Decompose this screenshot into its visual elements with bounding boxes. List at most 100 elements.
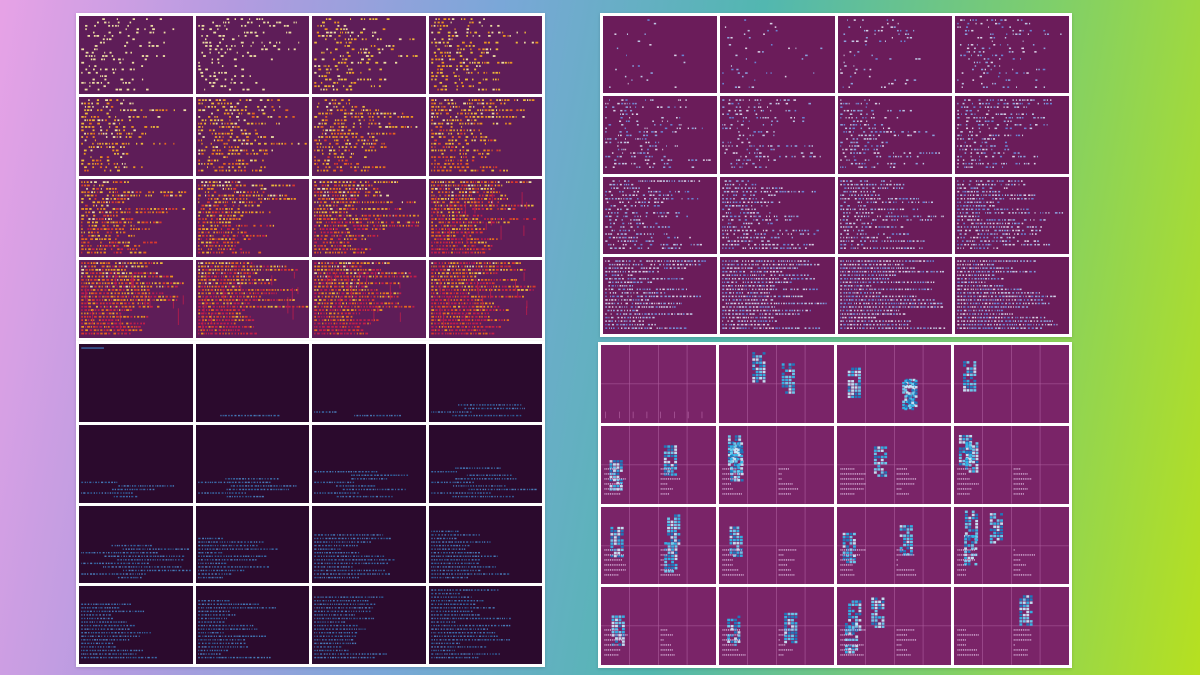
render-thumbnail xyxy=(718,506,834,585)
render-thumbnail xyxy=(601,506,716,585)
render-thumbnail xyxy=(836,506,952,585)
render-thumbnail xyxy=(79,16,193,95)
panel-dark-text-renders xyxy=(76,341,545,667)
thumbnail-canvas xyxy=(605,99,711,169)
thumbnail-canvas xyxy=(718,345,834,423)
render-thumbnail xyxy=(954,345,1069,423)
render-thumbnail xyxy=(718,587,834,665)
thumbnail-grid xyxy=(601,345,1069,665)
render-thumbnail xyxy=(312,16,426,95)
thumbnail-canvas xyxy=(197,18,299,91)
thumbnail-canvas xyxy=(954,345,1069,423)
render-thumbnail xyxy=(428,344,542,422)
thumbnail-canvas xyxy=(957,179,1063,249)
thumbnail-canvas xyxy=(601,506,716,585)
thumbnail-canvas xyxy=(197,477,296,498)
thumbnail-canvas xyxy=(81,18,175,91)
render-thumbnail xyxy=(312,505,426,584)
render-thumbnail xyxy=(79,344,193,422)
thumbnail-canvas xyxy=(197,261,308,335)
render-thumbnail xyxy=(718,425,834,504)
thumbnail-canvas xyxy=(197,537,278,578)
render-thumbnail xyxy=(428,16,542,95)
thumbnail-canvas xyxy=(836,587,952,665)
render-thumbnail xyxy=(954,506,1069,585)
render-thumbnail xyxy=(954,96,1069,174)
thumbnail-canvas xyxy=(954,425,1069,504)
thumbnail-canvas xyxy=(718,425,834,504)
render-thumbnail xyxy=(195,505,309,584)
thumbnail-grid xyxy=(79,344,542,664)
render-thumbnail xyxy=(837,176,952,254)
thumbnail-canvas xyxy=(839,179,944,249)
thumbnail-canvas xyxy=(430,404,525,417)
thumbnail-canvas xyxy=(957,260,1058,329)
thumbnail-canvas xyxy=(314,596,387,659)
render-thumbnail xyxy=(954,16,1069,94)
thumbnail-canvas xyxy=(718,587,834,665)
render-thumbnail xyxy=(954,587,1069,665)
render-thumbnail xyxy=(603,256,718,334)
render-thumbnail xyxy=(720,96,835,174)
render-thumbnail xyxy=(79,586,193,664)
render-thumbnail xyxy=(428,586,542,664)
thumbnail-canvas xyxy=(836,425,952,504)
render-thumbnail xyxy=(428,505,542,584)
thumbnail-canvas xyxy=(81,180,187,253)
thumbnail-canvas xyxy=(430,530,509,578)
panel-fire-text-renders xyxy=(76,13,545,341)
thumbnail-canvas xyxy=(81,481,175,498)
render-thumbnail xyxy=(836,345,952,423)
thumbnail-canvas xyxy=(836,506,952,585)
render-thumbnail xyxy=(428,178,542,257)
render-thumbnail xyxy=(837,16,952,94)
thumbnail-canvas xyxy=(957,19,1062,88)
thumbnail-canvas xyxy=(314,99,418,172)
thumbnail-canvas xyxy=(314,533,395,578)
render-thumbnail xyxy=(195,16,309,95)
render-thumbnail xyxy=(720,16,835,94)
render-thumbnail xyxy=(195,586,309,664)
render-thumbnail xyxy=(195,97,309,176)
render-thumbnail xyxy=(837,256,952,334)
render-thumbnail xyxy=(601,425,716,504)
thumbnail-canvas xyxy=(957,99,1052,169)
thumbnail-grid xyxy=(79,16,542,338)
thumbnail-canvas xyxy=(839,260,945,329)
render-thumbnail xyxy=(837,96,952,174)
render-thumbnail xyxy=(601,345,716,423)
render-thumbnail xyxy=(312,344,426,422)
render-thumbnail xyxy=(312,259,426,338)
thumbnail-canvas xyxy=(836,345,952,423)
render-thumbnail xyxy=(836,587,952,665)
render-thumbnail xyxy=(720,256,835,334)
thumbnail-canvas xyxy=(81,261,184,335)
render-thumbnail xyxy=(601,587,716,665)
render-thumbnail xyxy=(603,96,718,174)
render-thumbnail xyxy=(195,259,309,338)
thumbnail-canvas xyxy=(605,260,706,329)
thumbnail-canvas xyxy=(81,347,104,349)
thumbnail-canvas xyxy=(954,587,1069,665)
thumbnail-canvas xyxy=(601,345,716,423)
thumbnail-grid xyxy=(603,16,1069,334)
thumbnail-canvas xyxy=(314,180,420,253)
render-thumbnail xyxy=(79,505,193,584)
thumbnail-canvas xyxy=(81,544,191,578)
render-thumbnail xyxy=(79,178,193,257)
render-thumbnail xyxy=(312,424,426,503)
thumbnail-canvas xyxy=(314,261,417,335)
render-thumbnail xyxy=(312,97,426,176)
thumbnail-canvas xyxy=(722,179,820,249)
thumbnail-canvas xyxy=(430,180,536,253)
thumbnail-canvas xyxy=(954,506,1069,585)
thumbnail-canvas xyxy=(430,99,534,172)
render-thumbnail xyxy=(428,424,542,503)
render-thumbnail xyxy=(720,176,835,254)
render-thumbnail xyxy=(79,97,193,176)
thumbnail-canvas xyxy=(722,99,821,169)
thumbnail-canvas xyxy=(430,18,538,91)
thumbnail-canvas xyxy=(605,179,702,249)
thumbnail-canvas xyxy=(314,18,418,91)
thumbnail-canvas xyxy=(722,260,827,329)
